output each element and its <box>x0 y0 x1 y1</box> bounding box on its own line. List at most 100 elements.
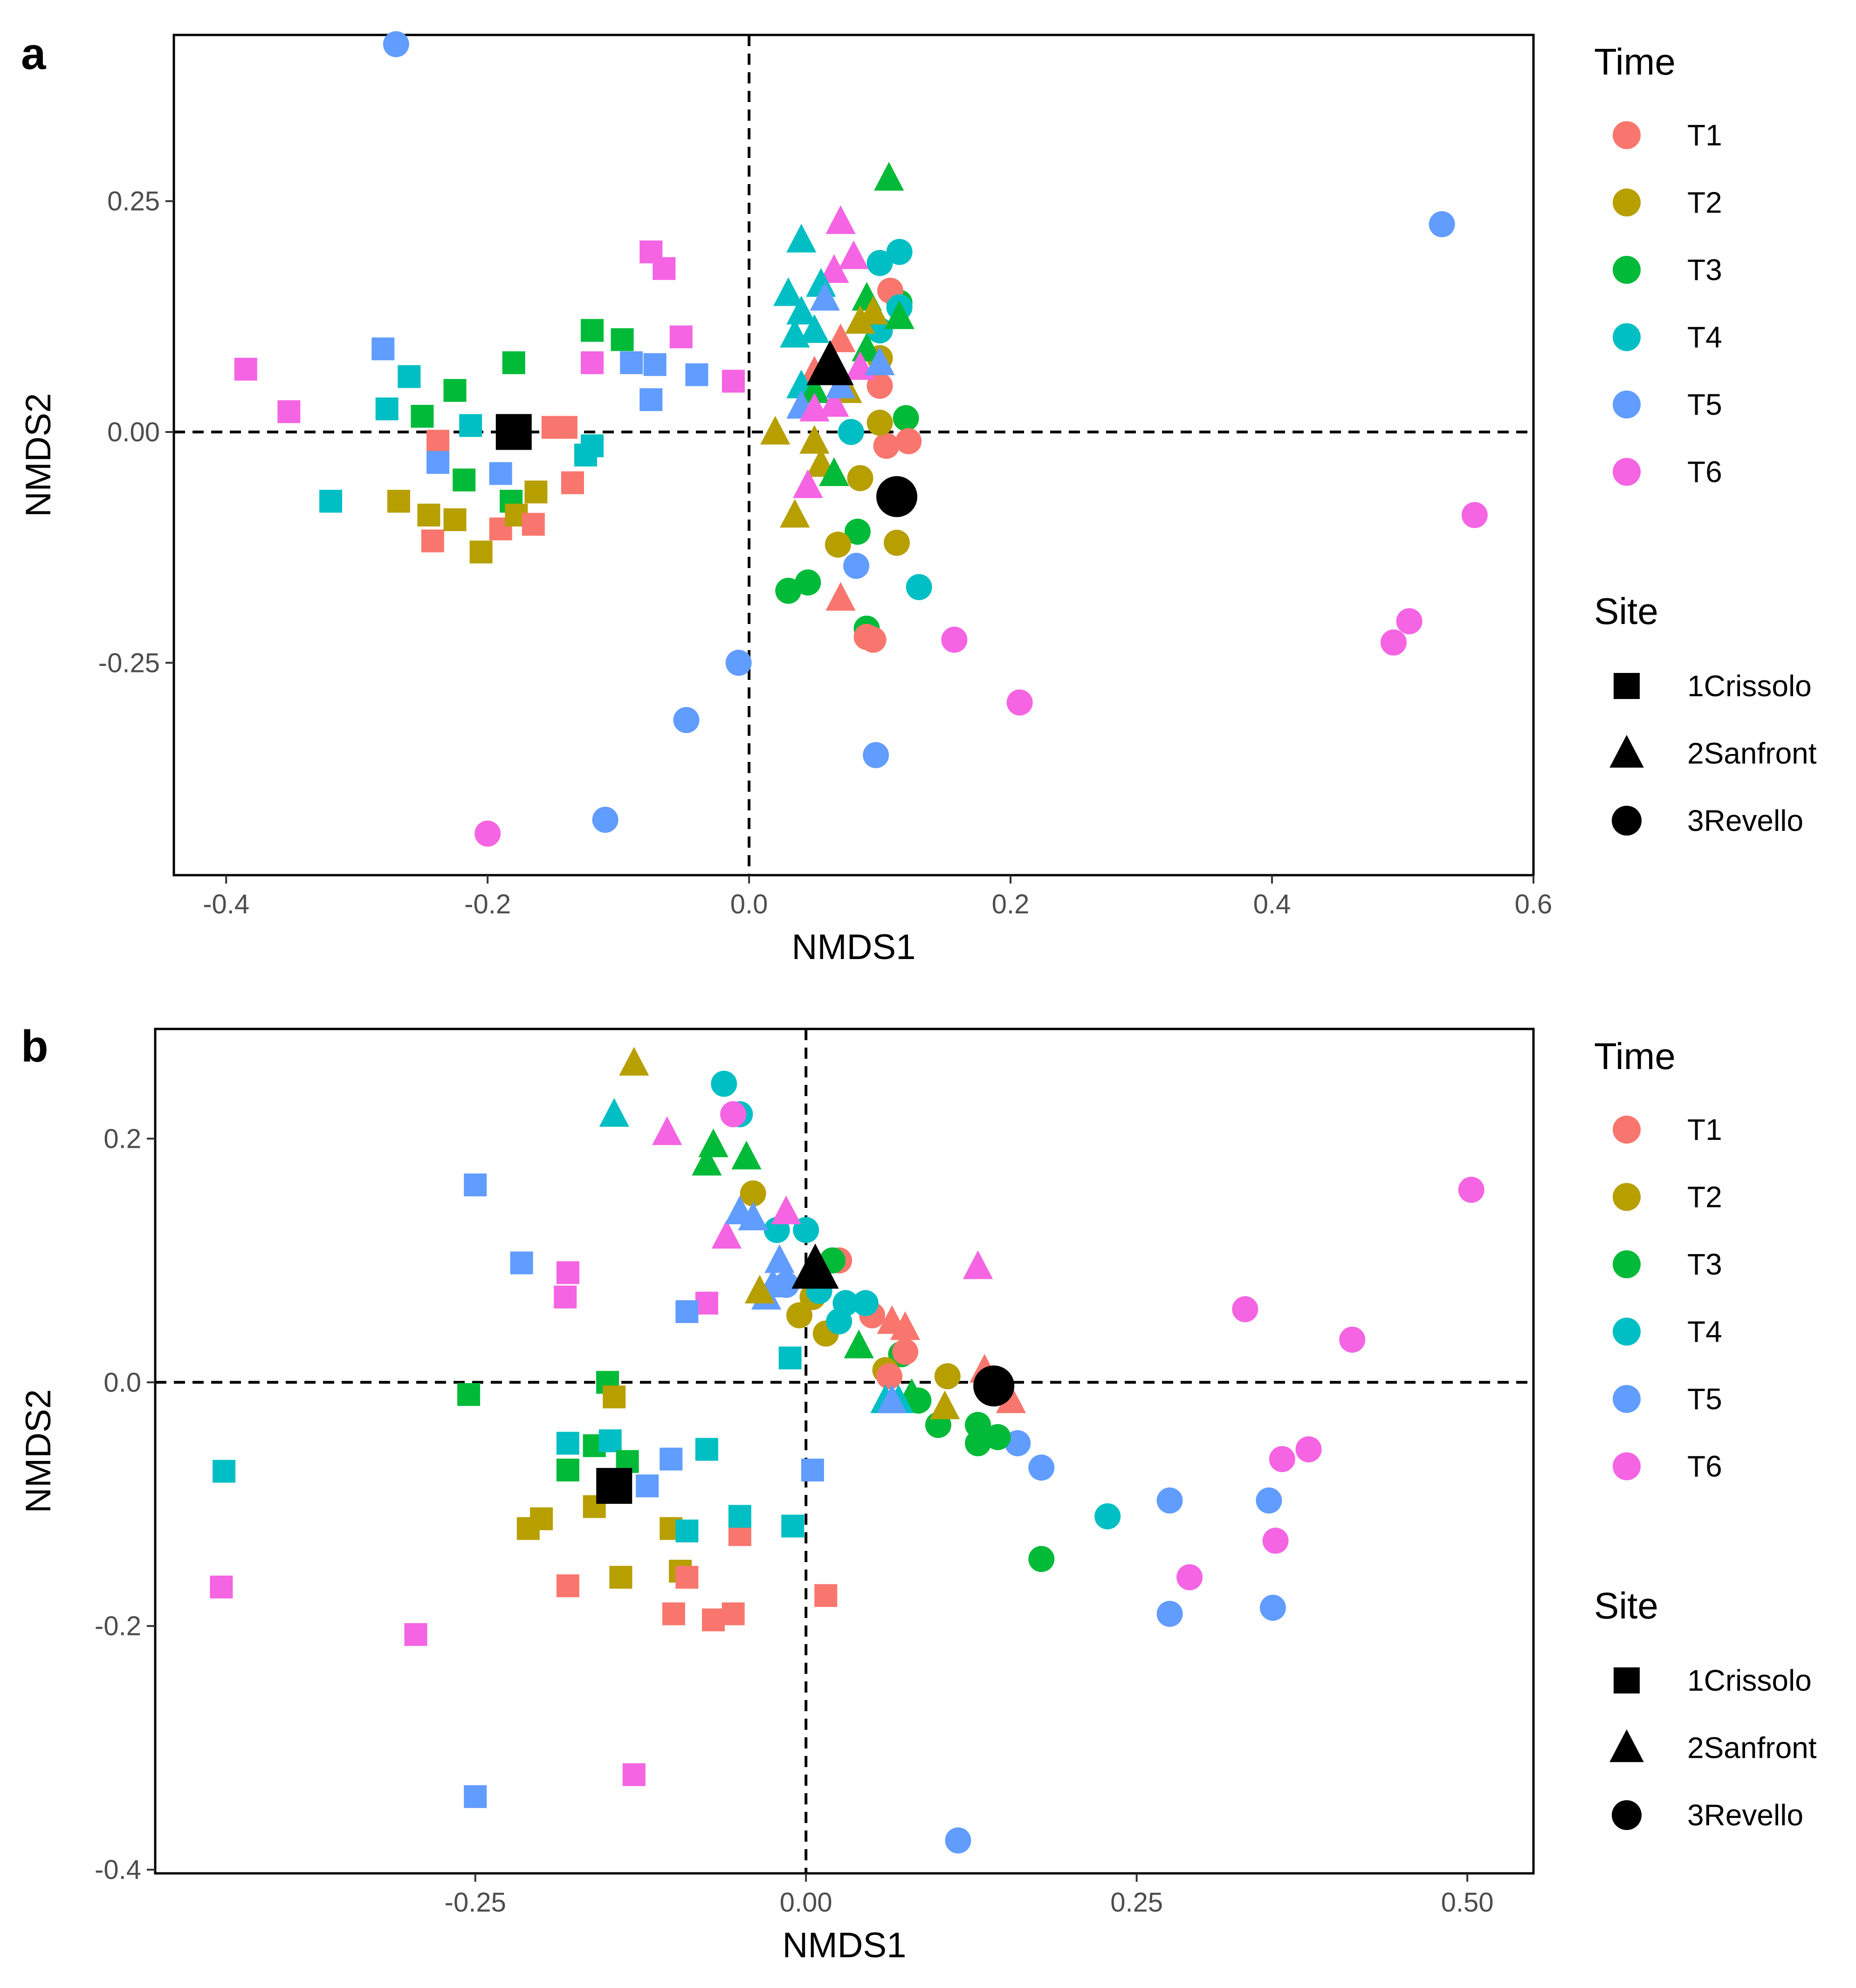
legend-label-t1: T1 <box>1687 1113 1722 1146</box>
data-point-t6-3revello <box>1339 1326 1366 1353</box>
data-point-t6-1crissolo <box>556 1261 579 1284</box>
data-point-t1-3revello <box>876 1363 902 1390</box>
legend-key-t1 <box>1613 1116 1641 1144</box>
data-point-t1-1crissolo <box>662 1602 685 1625</box>
data-point-t5-1crissolo <box>620 351 643 374</box>
data-point-t5-3revello <box>592 807 619 833</box>
centroid-3revello <box>876 476 918 517</box>
legend-key-t2 <box>1613 188 1641 217</box>
panel-a-plot: -0.4 -0.2 0.0 0.2 0.4 0.6 -0.25 0.00 0.25 NMDS1 NM… <box>19 31 1552 967</box>
data-point-t2-3revello <box>825 531 851 558</box>
data-point-t4-1crissolo <box>778 1346 802 1370</box>
legend-site-title: Site <box>1594 1585 1658 1626</box>
data-point-t4-1crissolo <box>598 1429 622 1453</box>
legend-label-1crissolo: 1Crissolo <box>1687 1664 1812 1697</box>
legend-label-t3: T3 <box>1687 253 1722 287</box>
data-point-t3-2sanfront <box>874 162 904 191</box>
centroid-3revello <box>973 1365 1015 1407</box>
panel-b-label: b <box>21 1021 48 1071</box>
data-point-t5-1crissolo <box>426 451 450 474</box>
legend-label-t2: T2 <box>1687 186 1722 219</box>
data-point-t6-2sanfront <box>711 1220 742 1249</box>
data-point-t1-1crissolo <box>814 1584 838 1607</box>
data-point-t5-1crissolo <box>675 1300 699 1323</box>
data-point-t4-1crissolo <box>728 1505 751 1528</box>
data-point-t6-2sanfront <box>771 1195 801 1225</box>
data-point-t1-1crissolo <box>722 1602 745 1625</box>
data-point-t4-2sanfront <box>780 319 810 348</box>
data-point-t3-1crissolo <box>411 404 434 428</box>
data-point-t6-3revello <box>720 1101 747 1128</box>
data-point-t2-1crissolo <box>469 541 493 564</box>
data-point-t1-3revello <box>895 428 922 454</box>
data-point-t5-2sanfront <box>877 1384 907 1413</box>
data-point-t6-1crissolo <box>234 357 257 381</box>
y-tick-label: 0.25 <box>107 186 160 217</box>
data-point-t4-1crissolo <box>675 1519 699 1542</box>
data-point-t1-1crissolo <box>426 430 450 453</box>
data-point-t2-1crissolo <box>609 1566 632 1589</box>
data-point-t5-3revello <box>945 1827 971 1854</box>
data-point-t5-1crissolo <box>636 1474 659 1498</box>
x-tick-label: 0.50 <box>1441 1887 1494 1918</box>
data-point-t6-2sanfront <box>793 469 823 498</box>
data-point-t4-1crissolo <box>556 1432 579 1455</box>
data-point-t3-1crissolo <box>443 379 467 402</box>
data-point-t3-2sanfront <box>692 1146 722 1176</box>
data-point-t3-1crissolo <box>457 1383 481 1406</box>
data-point-t2-1crissolo <box>387 490 410 513</box>
data-point-t4-1crissolo <box>398 365 421 388</box>
data-point-t1-1crissolo <box>675 1566 699 1589</box>
legend-key-t5 <box>1613 391 1641 418</box>
legend-key-t1 <box>1613 121 1641 149</box>
legend-label-t6: T6 <box>1687 455 1722 489</box>
data-point-t4-3revello <box>1094 1503 1121 1529</box>
data-point-t5-1crissolo <box>660 1447 683 1471</box>
legend-label-t4: T4 <box>1687 321 1722 354</box>
data-point-t5-3revello <box>673 707 700 734</box>
legend-site-title: Site <box>1594 590 1658 632</box>
data-point-t5-3revello <box>1429 211 1455 238</box>
y-tick-label: 0.00 <box>107 417 160 447</box>
data-point-t5-1crissolo <box>371 337 395 361</box>
x-tick-label: -0.25 <box>445 1887 506 1918</box>
legend-key-1crissolo <box>1614 673 1640 699</box>
data-point-t2-1crissolo <box>417 503 440 527</box>
legend-key-3revello <box>1612 1800 1642 1830</box>
data-point-t2-1crissolo <box>530 1507 553 1530</box>
data-point-t5-1crissolo <box>639 388 663 411</box>
data-point-t1-3revello <box>853 624 880 650</box>
data-point-t2-3revello <box>847 465 873 492</box>
x-axis-title: NMDS1 <box>791 927 915 967</box>
data-point-t2-1crissolo <box>603 1385 626 1409</box>
panel-a-legend: Time T1 T2 T3 T4 T5 T6 Site 1Crissolo 2Sanfront 3R… <box>1594 41 1817 837</box>
data-point-t2-3revello <box>884 529 910 556</box>
data-point-t4-2sanfront <box>773 277 804 306</box>
legend-label-t4: T4 <box>1687 1315 1722 1349</box>
data-point-t6-1crissolo <box>722 370 745 393</box>
y-tick-label: 0.0 <box>103 1367 141 1398</box>
legend-label-t5: T5 <box>1687 1382 1722 1416</box>
data-point-t1-2sanfront <box>825 582 856 611</box>
data-point-t3-3revello <box>965 1430 991 1457</box>
data-point-t1-1crissolo <box>554 416 577 439</box>
legend-key-t3 <box>1613 256 1641 284</box>
data-point-t6-3revello <box>941 626 968 653</box>
data-point-t4-2sanfront <box>599 1098 629 1127</box>
data-point-t5-1crissolo <box>510 1251 533 1275</box>
data-point-t3-1crissolo <box>581 319 604 342</box>
data-point-t1-1crissolo <box>522 513 545 536</box>
data-point-t6-2sanfront <box>962 1250 993 1279</box>
data-point-t3-2sanfront <box>819 457 849 487</box>
data-point-t6-1crissolo <box>622 1763 646 1786</box>
data-point-t6-3revello <box>1295 1436 1322 1463</box>
data-point-t6-3revello <box>1458 1177 1485 1203</box>
data-point-t6-1crissolo <box>695 1291 718 1315</box>
data-point-t6-1crissolo <box>581 351 604 374</box>
legend-key-2sanfront <box>1609 734 1644 768</box>
data-point-t1-2sanfront <box>996 1384 1026 1413</box>
legend-key-t2 <box>1613 1183 1641 1211</box>
data-point-t6-3revello <box>474 820 501 847</box>
y-tick-label: 0.2 <box>103 1124 141 1154</box>
